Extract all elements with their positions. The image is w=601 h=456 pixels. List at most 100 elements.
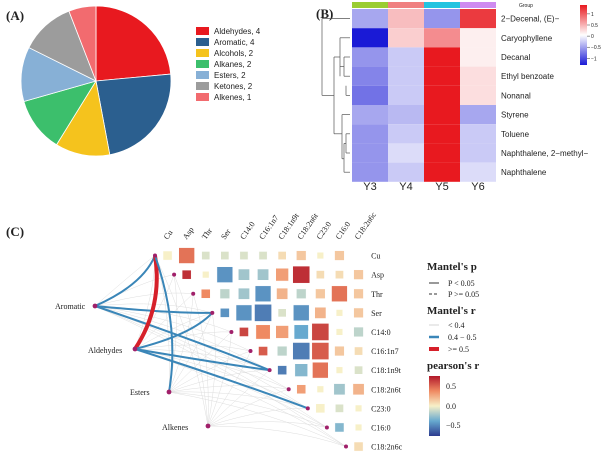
colorbar-tick-label: −0.5 bbox=[591, 45, 601, 51]
heat-cell bbox=[424, 66, 460, 86]
corr-cell bbox=[277, 345, 288, 357]
panel-label-b: (B) bbox=[316, 6, 333, 21]
corr-cell bbox=[352, 383, 365, 396]
pie-legend: Aldehydes, 4 Aromatic, 4 Alcohols, 2 Alkane… bbox=[196, 27, 261, 102]
colorbar-tick-label: 1 bbox=[591, 12, 594, 18]
heat-cell bbox=[352, 66, 388, 86]
source-node-alkenes bbox=[205, 423, 211, 429]
heat-cell bbox=[460, 85, 496, 105]
corr-cell bbox=[220, 251, 230, 260]
row-label: Naphthalene, 2−methyl− bbox=[501, 149, 589, 158]
mantel-link-faint bbox=[94, 255, 156, 307]
corr-cell bbox=[162, 250, 173, 261]
variable-node bbox=[286, 387, 291, 392]
mantel-link-faint bbox=[207, 408, 308, 427]
row-label: Naphthalene bbox=[501, 168, 547, 177]
heat-cell bbox=[460, 124, 496, 144]
legend-swatch-esters bbox=[196, 71, 209, 79]
legend-swatch-ketones bbox=[196, 82, 209, 90]
corr-cell bbox=[314, 306, 327, 319]
legend-swatch-alcohols bbox=[196, 49, 209, 57]
corr-cell bbox=[239, 327, 249, 337]
mantel-link-faint bbox=[134, 331, 232, 350]
heat-cell bbox=[352, 28, 388, 48]
mantel-p-item-1: P < 0.05 bbox=[448, 279, 475, 288]
legend-swatch-aldehydes bbox=[196, 27, 209, 35]
mantel-link-faint bbox=[168, 312, 213, 393]
variable-node bbox=[191, 291, 196, 296]
heatmap-colorbar bbox=[580, 5, 587, 65]
column-label: C16:0 bbox=[334, 220, 353, 241]
variable-node bbox=[324, 425, 329, 430]
corr-cell bbox=[354, 346, 363, 356]
heat-cell bbox=[424, 162, 460, 182]
corr-cell bbox=[353, 307, 364, 318]
column-label: Asp bbox=[181, 225, 196, 241]
source-node-esters bbox=[166, 389, 172, 395]
legend-swatch-alkanes bbox=[196, 60, 209, 68]
corr-cell bbox=[311, 323, 330, 341]
corr-cell bbox=[353, 326, 364, 338]
legend-label-aromatic: Aromatic, 4 bbox=[214, 38, 255, 47]
heat-cell bbox=[388, 47, 424, 67]
mantel-link-faint bbox=[168, 391, 327, 428]
mantel-link-faint bbox=[207, 425, 347, 447]
column-label: C23:0 bbox=[315, 220, 334, 241]
corr-cell bbox=[335, 309, 344, 317]
variable-node bbox=[172, 272, 177, 277]
heat-cell bbox=[424, 28, 460, 48]
heat-cell bbox=[352, 162, 388, 182]
row-label: C18:2n6c bbox=[371, 443, 403, 452]
corr-cell bbox=[219, 288, 230, 299]
corr-cell bbox=[292, 265, 311, 284]
row-label: Toluene bbox=[501, 130, 530, 139]
source-label-alkenes: Alkenes bbox=[162, 423, 188, 432]
mantel-link-faint bbox=[207, 369, 270, 427]
corr-cell bbox=[277, 251, 287, 260]
corr-cell bbox=[293, 304, 310, 322]
column-label-y5: Y5 bbox=[435, 181, 448, 193]
corr-cell bbox=[235, 304, 253, 322]
mantel-link-faint bbox=[168, 350, 251, 393]
colorbar-tick-label: 0 bbox=[591, 34, 594, 40]
heat-cell bbox=[460, 9, 496, 29]
legend-label-ketones: Ketones, 2 bbox=[214, 82, 253, 91]
corr-cell bbox=[255, 324, 271, 340]
mantel-link-faint bbox=[207, 389, 289, 427]
legend-label-alcohols: Alcohols, 2 bbox=[214, 49, 254, 58]
heat-cell bbox=[352, 9, 388, 29]
mantel-r-item-1: < 0.4 bbox=[448, 321, 465, 330]
mantel-links bbox=[94, 255, 347, 447]
corr-cell bbox=[335, 403, 344, 413]
column-label: Cu bbox=[162, 228, 175, 241]
mantel-link-faint bbox=[192, 293, 209, 427]
group-bar-y3 bbox=[352, 2, 388, 8]
corr-cell bbox=[315, 288, 326, 299]
heat-cell bbox=[460, 105, 496, 125]
corr-cell bbox=[354, 423, 363, 432]
corr-cell bbox=[333, 383, 346, 396]
corr-cell bbox=[334, 250, 345, 261]
pie-slice-alkenes bbox=[68, 5, 97, 82]
heat-cell bbox=[460, 143, 496, 163]
row-label: 2−Decenal, (E)− bbox=[501, 15, 560, 24]
corr-cell bbox=[216, 266, 234, 283]
colorbar-tick-label: 0.5 bbox=[591, 23, 598, 29]
corr-cell bbox=[296, 384, 307, 395]
variable-node bbox=[267, 368, 272, 373]
corr-cell bbox=[335, 366, 344, 374]
legend-swatch-alkenes bbox=[196, 93, 209, 101]
heat-cell bbox=[388, 105, 424, 125]
row-label: Caryophyllene bbox=[501, 34, 553, 43]
group-bar-y5 bbox=[424, 2, 460, 8]
column-label-y6: Y6 bbox=[471, 181, 484, 193]
pie-chart bbox=[20, 5, 172, 157]
corr-cell bbox=[181, 269, 192, 280]
source-node-aromatic bbox=[92, 303, 98, 309]
source-nodes: Aromatic Aldehydes Esters Alkenes bbox=[55, 253, 348, 449]
group-bar-y6 bbox=[460, 2, 496, 8]
mantel-link-faint bbox=[173, 274, 209, 427]
row-label: Asp bbox=[371, 271, 384, 280]
mantel-link-faint bbox=[94, 292, 194, 307]
